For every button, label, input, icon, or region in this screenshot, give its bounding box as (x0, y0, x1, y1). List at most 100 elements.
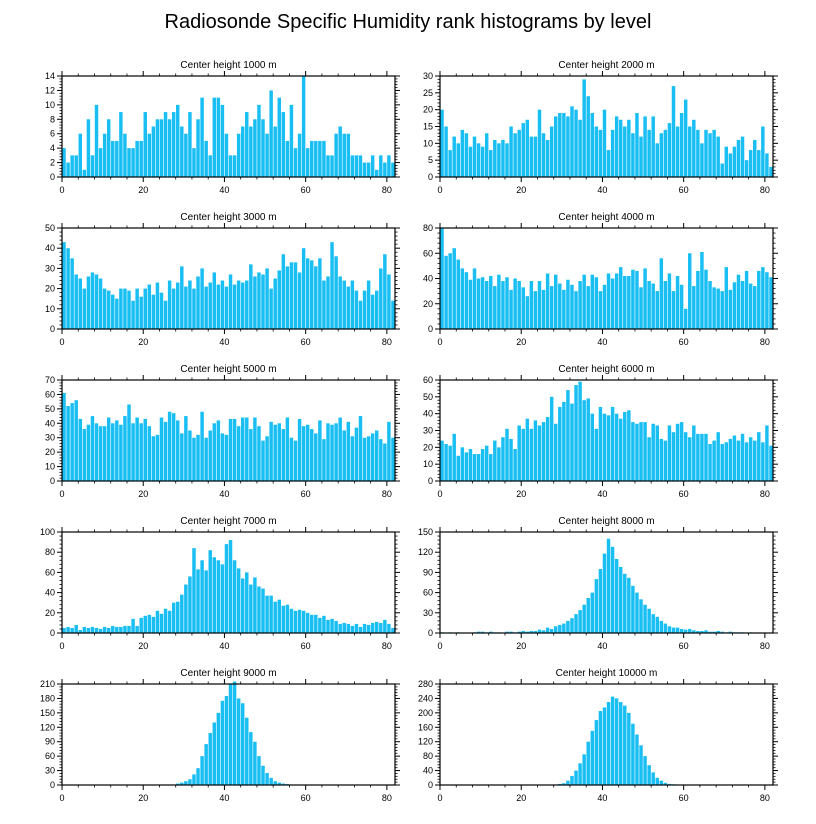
histogram-bar (216, 420, 221, 481)
histogram-bar (586, 741, 590, 785)
histogram-bar (602, 707, 607, 785)
y-tick-label: 40 (423, 766, 433, 776)
histogram-bar (688, 253, 692, 329)
histogram-bar (655, 777, 659, 785)
histogram-bar (383, 443, 387, 481)
histogram-bar (354, 155, 359, 177)
histogram-bar (257, 756, 261, 785)
y-tick-label: 60 (45, 751, 55, 761)
histogram-bar (208, 550, 212, 633)
histogram-bar (671, 432, 676, 481)
histogram-bar (180, 433, 184, 481)
histogram-bar (549, 126, 554, 177)
histogram-bar (545, 627, 550, 633)
histogram-bar (94, 627, 99, 633)
histogram-bar (102, 426, 107, 481)
histogram-bar (558, 283, 562, 329)
histogram-bar (602, 109, 607, 177)
histogram-bar (606, 273, 611, 329)
histogram-bar (639, 422, 643, 481)
histogram-bar (62, 242, 66, 329)
histogram-bar (444, 126, 448, 177)
histogram-bar (627, 712, 631, 785)
histogram-bar (586, 286, 590, 329)
histogram-bar (533, 420, 538, 481)
histogram-bar (537, 281, 542, 329)
histogram-bar (70, 627, 74, 633)
histogram-bar (696, 433, 700, 481)
x-tick-label: 40 (597, 489, 607, 499)
histogram-bar (655, 616, 659, 633)
x-tick-label: 20 (138, 185, 148, 195)
histogram-bar (679, 422, 684, 481)
histogram-bar (375, 290, 379, 329)
histogram-bar (712, 440, 716, 481)
histogram-bar (501, 281, 505, 329)
histogram-bar (509, 438, 513, 481)
y-tick-label: 60 (423, 588, 433, 598)
histogram-bar (537, 425, 542, 481)
histogram-bar (574, 770, 578, 785)
histogram-bar (135, 625, 139, 633)
histogram-bar (123, 133, 127, 177)
histogram-bar (631, 269, 635, 329)
histogram-bar (62, 627, 66, 633)
histogram-bar (94, 423, 99, 481)
histogram-bar (362, 623, 367, 633)
x-tick-label: 60 (301, 489, 311, 499)
histogram-bar (744, 160, 749, 177)
histogram-bar (78, 418, 82, 481)
histogram-bar (289, 104, 294, 177)
x-tick-label: 20 (516, 337, 526, 347)
histogram-bar (163, 112, 168, 177)
histogram-bar (86, 424, 91, 481)
histogram-bar (240, 578, 245, 633)
histogram-bar (338, 126, 342, 177)
histogram-bar (82, 288, 87, 329)
histogram-bar (370, 433, 375, 481)
histogram-bar (115, 298, 119, 329)
histogram-bar (736, 274, 741, 329)
histogram-bar (74, 155, 78, 177)
histogram-bar (610, 546, 615, 633)
histogram-bar (720, 443, 724, 481)
histogram-bar (716, 288, 720, 329)
y-tick-label: 14 (45, 71, 55, 81)
histogram-bar (444, 443, 448, 481)
histogram-bar (720, 291, 724, 330)
histogram-bar (391, 627, 395, 633)
histogram-bar (639, 136, 643, 177)
histogram-bar (627, 275, 631, 329)
x-tick-label: 0 (437, 337, 442, 347)
histogram-bar (614, 273, 619, 329)
y-tick-label: 4 (50, 143, 55, 153)
panel-title: Center height 3000 m (180, 212, 276, 223)
histogram-bar (366, 624, 371, 633)
histogram-bar (184, 781, 188, 785)
histogram-bar (370, 622, 375, 633)
histogram-bar (753, 440, 757, 481)
histogram-bar (383, 162, 387, 177)
histogram-bar (318, 617, 322, 633)
histogram-bar (358, 300, 363, 329)
histogram-bar (586, 398, 590, 481)
histogram-bar (590, 730, 595, 785)
histogram-bar (102, 626, 107, 633)
histogram-bar (623, 275, 627, 329)
histogram-bar (688, 126, 692, 177)
histogram-bar (236, 133, 241, 177)
y-tick-label: 0 (428, 476, 433, 486)
histogram-bar (627, 410, 631, 481)
y-tick-label: 20 (423, 105, 433, 115)
histogram-bar (659, 780, 664, 785)
histogram-bar (631, 422, 635, 481)
histogram-bar (127, 404, 131, 481)
histogram-bar (720, 163, 724, 177)
histogram-bar (236, 698, 241, 785)
histogram-bar (570, 775, 574, 785)
histogram-bar (151, 294, 156, 329)
histogram-bar (265, 772, 269, 785)
histogram-bar (659, 258, 664, 329)
histogram-bar (66, 248, 70, 329)
